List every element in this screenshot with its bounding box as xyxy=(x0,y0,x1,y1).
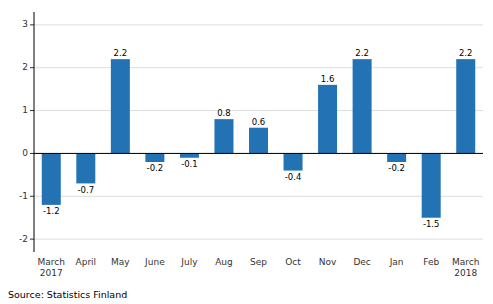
tick-label: -2 xyxy=(19,234,28,244)
category-label-line: May xyxy=(111,257,130,267)
data-label: -0.4 xyxy=(285,172,302,182)
category-label-line: Jan xyxy=(389,257,404,267)
data-label: 2.2 xyxy=(459,48,473,58)
tick-label: 1 xyxy=(22,105,28,115)
tick-mark xyxy=(30,67,34,68)
data-label: 2.2 xyxy=(114,48,128,58)
category-label: Aug xyxy=(215,257,233,267)
x-axis: March2017AprilMayJuneJulyAugSepOctNovDec… xyxy=(38,257,480,278)
grid-line xyxy=(34,239,483,240)
data-label: -1.2 xyxy=(43,206,60,216)
grid-line xyxy=(34,153,483,154)
bar xyxy=(422,153,441,217)
data-label: -0.1 xyxy=(181,159,198,169)
bar xyxy=(76,153,95,183)
tick-mark xyxy=(30,239,34,240)
data-label: -0.2 xyxy=(147,163,164,173)
data-label: -0.7 xyxy=(78,185,95,195)
chart-svg: -2 -1 0 1 2 3 -1.2 -0.7 2.2 -0.2 -0.1 0.8 0.6 -0.4 1.6… xyxy=(0,0,493,304)
tick-label: 0 xyxy=(22,148,28,158)
category-label-line: April xyxy=(76,257,97,267)
bar xyxy=(284,153,303,170)
bar xyxy=(456,59,475,153)
bar xyxy=(318,85,337,154)
grid-line xyxy=(34,110,483,111)
category-label-line: Nov xyxy=(319,257,337,267)
category-label: April xyxy=(76,257,97,267)
category-label-line: 2018 xyxy=(454,268,477,278)
data-label: 0.6 xyxy=(252,117,266,127)
category-label-line: March xyxy=(452,257,479,267)
data-label: -0.2 xyxy=(388,163,405,173)
category-label-line: Dec xyxy=(353,257,370,267)
data-label: 0.8 xyxy=(217,108,231,118)
tick-mark xyxy=(30,110,34,111)
bar xyxy=(387,153,406,162)
category-label-line: Sep xyxy=(250,257,267,267)
tick-label: 3 xyxy=(22,19,28,29)
category-label-line: Feb xyxy=(423,257,439,267)
tick-label: -1 xyxy=(19,191,28,201)
bar xyxy=(353,59,372,153)
category-label-line: 2017 xyxy=(40,268,63,278)
tick-label: 2 xyxy=(22,62,28,72)
bar xyxy=(111,59,130,153)
category-label: May xyxy=(111,257,130,267)
bar xyxy=(249,128,268,154)
tick-mark xyxy=(30,196,34,197)
category-label: Nov xyxy=(319,257,337,267)
category-label-line: June xyxy=(144,257,165,267)
zero-line xyxy=(34,153,483,154)
category-label-line: March xyxy=(38,257,65,267)
bar xyxy=(180,153,199,157)
bar xyxy=(145,153,164,162)
category-label: Dec xyxy=(353,257,370,267)
bars xyxy=(42,59,475,218)
category-label: Sep xyxy=(250,257,267,267)
category-label: July xyxy=(180,257,198,267)
data-label: 2.2 xyxy=(355,48,369,58)
category-label: June xyxy=(144,257,165,267)
data-labels: -1.2 -0.7 2.2 -0.2 -0.1 0.8 0.6 -0.4 1.6 2.2 -0.2 -… xyxy=(43,48,473,229)
tick-mark xyxy=(30,153,34,154)
category-label-line: Oct xyxy=(285,257,301,267)
category-label-line: July xyxy=(180,257,198,267)
grid-line xyxy=(34,67,483,68)
category-label: Oct xyxy=(285,257,301,267)
bar xyxy=(42,153,61,204)
category-label: Feb xyxy=(423,257,439,267)
chart-container: -2 -1 0 1 2 3 -1.2 -0.7 2.2 -0.2 -0.1 0.8 0.6 -0.4 1.6… xyxy=(0,0,493,304)
category-label: March2017 xyxy=(38,257,65,278)
category-label-line: Aug xyxy=(215,257,233,267)
annotation: Source: Statistics Finland xyxy=(8,289,127,300)
category-label: March2018 xyxy=(452,257,479,278)
grid-line xyxy=(34,24,483,25)
y-axis: -2 -1 0 1 2 3 xyxy=(19,12,34,252)
y-axis-line xyxy=(34,12,35,252)
grid-line xyxy=(34,196,483,197)
category-label: Jan xyxy=(389,257,404,267)
bar xyxy=(214,119,233,153)
data-label: -1.5 xyxy=(423,219,440,229)
tick-mark xyxy=(30,24,34,25)
grid xyxy=(34,25,483,239)
data-label: 1.6 xyxy=(321,74,335,84)
page: {"chart_data": {"type": "bar", "categori… xyxy=(0,0,493,304)
